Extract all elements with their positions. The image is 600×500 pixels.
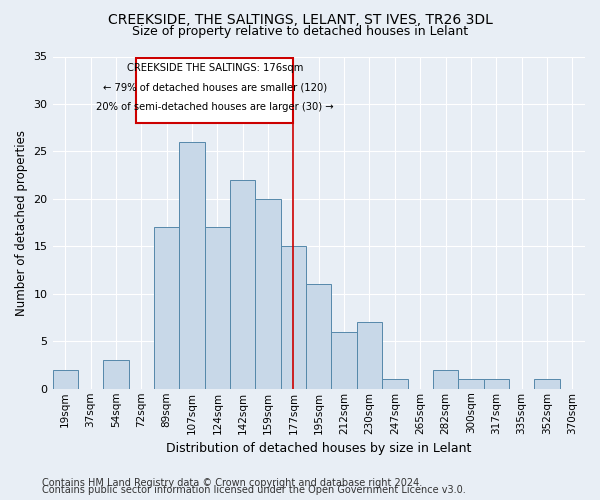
Bar [433,370,458,389]
Bar [136,58,293,123]
Bar [230,180,256,389]
Bar [458,380,484,389]
Text: CREEKSIDE THE SALTINGS: 176sqm: CREEKSIDE THE SALTINGS: 176sqm [127,63,303,73]
Bar [281,246,306,389]
Bar [484,380,509,389]
Text: ← 79% of detached houses are smaller (120): ← 79% of detached houses are smaller (12… [103,82,327,92]
Bar [53,370,78,389]
Text: Contains HM Land Registry data © Crown copyright and database right 2024.: Contains HM Land Registry data © Crown c… [42,478,422,488]
Text: Contains public sector information licensed under the Open Government Licence v3: Contains public sector information licen… [42,485,466,495]
Bar [534,380,560,389]
Bar [382,380,407,389]
Text: CREEKSIDE, THE SALTINGS, LELANT, ST IVES, TR26 3DL: CREEKSIDE, THE SALTINGS, LELANT, ST IVES… [107,12,493,26]
Text: 20% of semi-detached houses are larger (30) →: 20% of semi-detached houses are larger (… [96,102,334,112]
Bar [306,284,331,389]
Y-axis label: Number of detached properties: Number of detached properties [15,130,28,316]
Bar [256,199,281,389]
Bar [357,322,382,389]
X-axis label: Distribution of detached houses by size in Lelant: Distribution of detached houses by size … [166,442,472,455]
Bar [179,142,205,389]
Bar [205,228,230,389]
Bar [154,228,179,389]
Bar [331,332,357,389]
Text: Size of property relative to detached houses in Lelant: Size of property relative to detached ho… [132,25,468,38]
Bar [103,360,128,389]
